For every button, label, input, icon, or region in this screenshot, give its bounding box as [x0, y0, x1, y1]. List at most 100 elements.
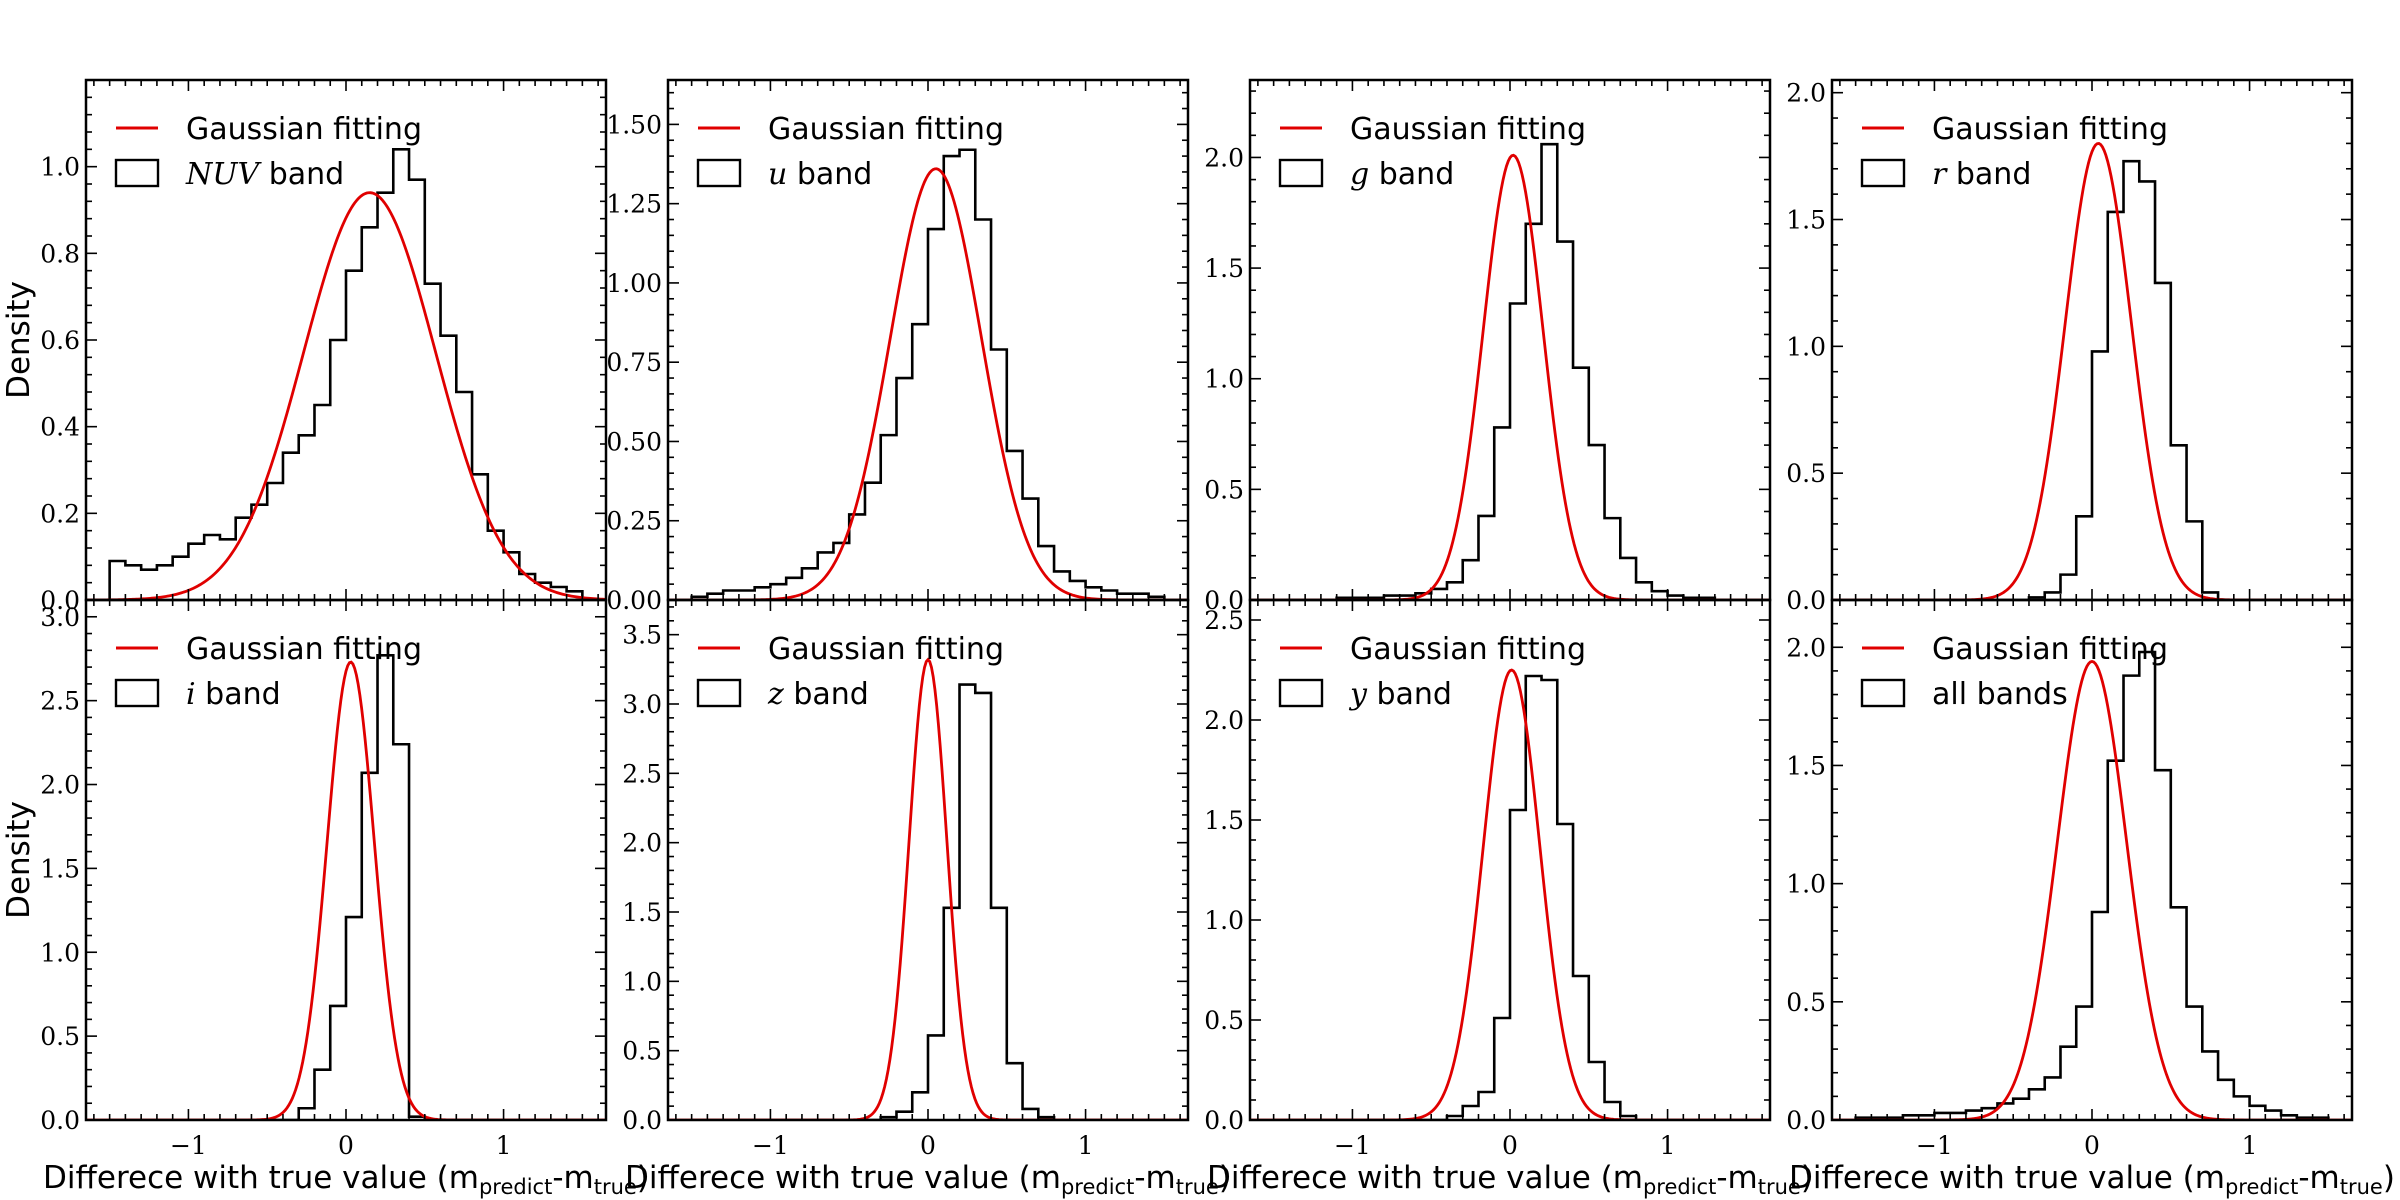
legend: Gaussian fitting u band: [696, 112, 1004, 192]
legend-band-label: NUV band: [185, 157, 344, 192]
gaussian-fit-curve: [1250, 153, 1770, 600]
y-tick-label: 2.0: [1786, 633, 1826, 662]
x-tick-label: 0: [1502, 1131, 1518, 1160]
x-label-part: predict: [1643, 1175, 1716, 1199]
y-tick-label: 0.5: [1786, 459, 1826, 488]
band-symbol: z: [767, 677, 784, 712]
panel-4: 0.0 0.5 1.0 1.5 2.0 Gaussian fitting r band: [1786, 78, 2354, 615]
x-label-part: predict: [1061, 1175, 1134, 1199]
x-axis-label: Differece with true value (mpredict-mtru…: [1789, 1160, 2395, 1199]
y-tick-label: 0.0: [1204, 586, 1244, 615]
x-label-part: -m: [1716, 1160, 1757, 1196]
legend: Gaussian fitting i band: [114, 632, 422, 712]
legend-fit-label: Gaussian fitting: [186, 112, 422, 147]
x-label-part: ): [1219, 1160, 1231, 1196]
gaussian-fit-curve: [668, 657, 1188, 1120]
y-tick-label: 0.2: [40, 499, 80, 528]
legend: Gaussian fitting all bands: [1860, 632, 2168, 712]
x-label-part: Differece with true value (m: [625, 1160, 1061, 1196]
y-tick-label: 2.5: [40, 687, 80, 716]
y-tick-label: 0.75: [606, 348, 662, 377]
band-suffix: band: [1367, 677, 1452, 712]
y-tick-label: 1.0: [1786, 332, 1826, 361]
histogram-outline: [1854, 650, 2330, 1120]
y-tick-label: 2.0: [1204, 143, 1244, 172]
legend-hist-swatch: [1278, 678, 1324, 708]
gaussian-fit-curve: [1832, 659, 2352, 1120]
legend-hist-swatch: [1860, 678, 1906, 708]
legend-fit-label: Gaussian fitting: [1350, 112, 1586, 147]
y-tick-label: 3.0: [40, 603, 80, 632]
axes-frame: [666, 78, 1190, 602]
y-tick-label: 0.50: [606, 427, 662, 456]
y-tick-label: 0.5: [40, 1022, 80, 1051]
x-label-part: true: [1758, 1175, 1801, 1199]
histogram-outline: [1273, 142, 1747, 600]
y-tick-label: 0.5: [1204, 1006, 1244, 1035]
panel-5: −1 0 1 0.0 0.5 1.0 1.5 2.0 2.5 3.0 Gaussian fittin…: [1, 598, 649, 1199]
y-tick-label: 1.25: [606, 190, 662, 219]
x-label-part: Differece with true value (m: [1789, 1160, 2225, 1196]
y-tick-label: 0.8: [40, 239, 80, 268]
axes-frame: [84, 598, 608, 1122]
y-tick-label: 0.5: [1786, 988, 1826, 1017]
y-tick-label: 3.0: [622, 690, 662, 719]
panel-3: 0.0 0.5 1.0 1.5 2.0 Gaussian fitting g band: [1204, 78, 1772, 615]
axes-frame: [1830, 78, 2354, 602]
legend-band-label: i band: [186, 677, 281, 712]
legend-band-label: u band: [768, 157, 872, 192]
x-axis-label: Differece with true value (mpredict-mtru…: [625, 1160, 1231, 1199]
x-tick-label: 0: [2084, 1131, 2100, 1160]
y-tick-label: 1.5: [622, 898, 662, 927]
y-tick-label: 1.0: [622, 967, 662, 996]
band-suffix: band: [784, 677, 869, 712]
y-tick-label: 0.25: [606, 507, 662, 536]
x-tick-label: −1: [752, 1131, 789, 1160]
legend-fit-label: Gaussian fitting: [768, 112, 1004, 147]
y-tick-label: 0.0: [622, 1106, 662, 1135]
legend-band-label: all bands: [1932, 677, 2068, 712]
x-label-part: predict: [479, 1175, 552, 1199]
gaussian-fit-curve: [1250, 668, 1770, 1120]
histogram-outline: [691, 683, 1165, 1120]
x-tick-label: 1: [496, 1131, 512, 1160]
histogram-outline: [1855, 159, 2329, 600]
y-tick-label: 2.0: [1204, 706, 1244, 735]
y-tick-label: 0.0: [40, 1106, 80, 1135]
legend-fit-label: Gaussian fitting: [768, 632, 1004, 667]
gaussian-fit-curve: [86, 191, 606, 600]
y-tick-label: 1.0: [1204, 906, 1244, 935]
y-tick-label: 2.5: [622, 759, 662, 788]
legend: Gaussian fitting NUV band: [114, 112, 422, 192]
panel-7: −1 0 1 0.0 0.5 1.0 1.5 2.0 2.5 Gaussian fitting y …: [1204, 598, 1813, 1199]
gaussian-fit-curve: [86, 660, 606, 1120]
x-label-part: predict: [2225, 1175, 2298, 1199]
legend-fit-label: Gaussian fitting: [1932, 632, 2168, 667]
y-tick-label: 2.0: [40, 771, 80, 800]
x-label-part: true: [2340, 1175, 2383, 1199]
legend-band-label: z band: [767, 677, 869, 712]
y-tick-label: 0.00: [606, 586, 662, 615]
band-suffix: band: [196, 677, 281, 712]
band-symbol: all bands: [1932, 677, 2068, 712]
band-symbol: NUV: [185, 157, 263, 192]
x-axis-label: Differece with true value (mpredict-mtru…: [43, 1160, 649, 1199]
y-tick-label: 0.6: [40, 326, 80, 355]
y-tick-label: 1.5: [1786, 206, 1826, 235]
x-axis-label: Differece with true value (mpredict-mtru…: [1207, 1160, 1813, 1199]
x-label-part: -m: [2298, 1160, 2339, 1196]
y-tick-label: 1.0: [1786, 870, 1826, 899]
band-symbol: g: [1350, 157, 1369, 192]
y-tick-label: 1.5: [1786, 751, 1826, 780]
x-label-part: ): [637, 1160, 649, 1196]
y-tick-label: 1.0: [40, 153, 80, 182]
y-tick-label: 0.0: [1786, 1106, 1826, 1135]
x-tick-label: −1: [1334, 1131, 1371, 1160]
x-tick-label: −1: [170, 1131, 207, 1160]
y-tick-label: 3.5: [622, 621, 662, 650]
y-tick-label: 0.5: [1204, 475, 1244, 504]
x-tick-label: 1: [1660, 1131, 1676, 1160]
x-tick-label: 1: [2242, 1131, 2258, 1160]
panel-6: −1 0 1 0.0 0.5 1.0 1.5 2.0 2.5 3.0 3.5 Gaussian fit…: [622, 598, 1231, 1199]
